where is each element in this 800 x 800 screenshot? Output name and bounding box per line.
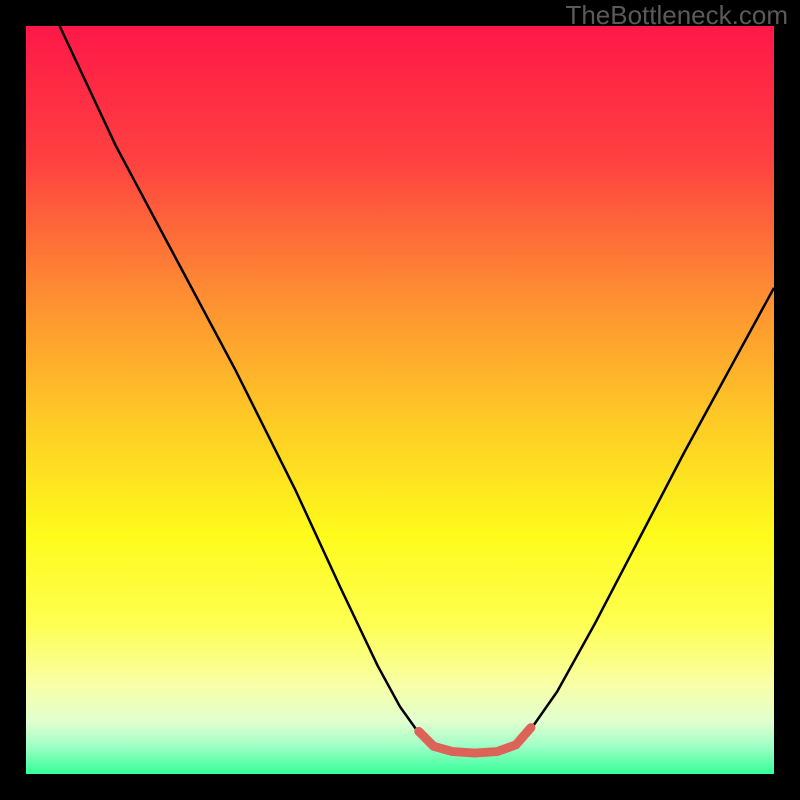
chart-frame: TheBottleneck.com (0, 0, 800, 800)
watermark-text: TheBottleneck.com (565, 0, 788, 31)
plot-area (26, 26, 774, 774)
curve-layer (26, 26, 774, 774)
bottleneck-curve (60, 26, 774, 753)
valley-marker (419, 728, 531, 753)
